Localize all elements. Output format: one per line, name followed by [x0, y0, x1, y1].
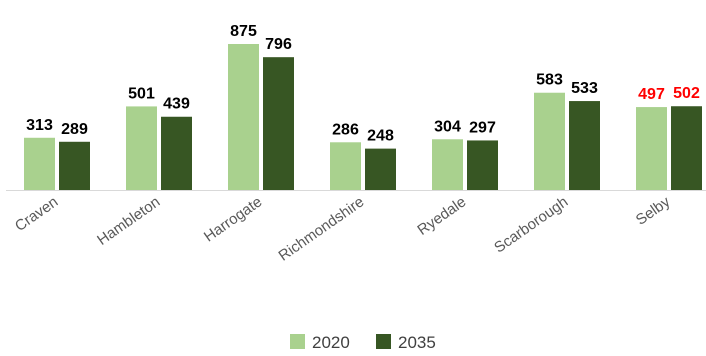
value-label-selby-2035: 502 [673, 85, 700, 102]
bar-craven-2035 [59, 141, 90, 190]
bar-selby-2035 [671, 106, 702, 190]
category-label-hambleton: Hambleton [94, 193, 163, 249]
bar-richmondshire-2035 [365, 148, 396, 190]
value-label-harrogate-2020: 875 [230, 23, 257, 40]
legend-label-2035: 2035 [398, 333, 436, 352]
bar-scarborough-2035 [569, 101, 600, 190]
category-labels-group: Craven Hambleton Harrogate Richmondshire Rye… [12, 193, 674, 265]
bar-hambleton-2035 [161, 116, 192, 190]
value-labels-group: 313 289 501 439 875 796 286 248 304 297 583 533 497 5… [26, 23, 700, 145]
value-label-craven-2035: 289 [61, 121, 88, 138]
value-label-hambleton-2020: 501 [128, 85, 155, 102]
bar-hambleton-2020 [126, 106, 157, 190]
bar-scarborough-2020 [534, 92, 565, 190]
legend-label-2020: 2020 [312, 333, 350, 352]
category-label-scarborough: Scarborough [491, 193, 571, 256]
legend-swatch-2035 [376, 334, 391, 349]
bar-harrogate-2035 [263, 57, 294, 190]
bar-craven-2020 [24, 137, 55, 190]
bar-ryedale-2020 [432, 139, 463, 190]
bar-richmondshire-2020 [330, 142, 361, 190]
value-label-ryedale-2020: 304 [434, 118, 461, 135]
bar-selby-2020 [636, 107, 667, 190]
value-label-richmondshire-2035: 248 [367, 128, 394, 145]
value-label-hambleton-2035: 439 [163, 96, 190, 113]
value-label-richmondshire-2020: 286 [332, 121, 359, 138]
category-label-harrogate: Harrogate [201, 193, 265, 245]
value-label-scarborough-2035: 533 [571, 80, 598, 97]
legend-swatch-2020 [290, 334, 305, 349]
value-label-ryedale-2035: 297 [469, 119, 496, 136]
value-label-selby-2020: 497 [638, 86, 665, 103]
category-label-selby: Selby [633, 193, 674, 229]
value-label-craven-2020: 313 [26, 117, 53, 134]
category-label-craven: Craven [12, 193, 61, 235]
bars-group [24, 44, 702, 190]
value-label-scarborough-2020: 583 [536, 72, 563, 89]
category-label-richmondshire: Richmondshire [276, 193, 368, 264]
bar-ryedale-2035 [467, 140, 498, 190]
bar-harrogate-2020 [228, 44, 259, 190]
legend: 2020 2035 [290, 333, 436, 352]
value-label-harrogate-2035: 796 [265, 36, 292, 53]
category-label-ryedale: Ryedale [414, 193, 469, 238]
